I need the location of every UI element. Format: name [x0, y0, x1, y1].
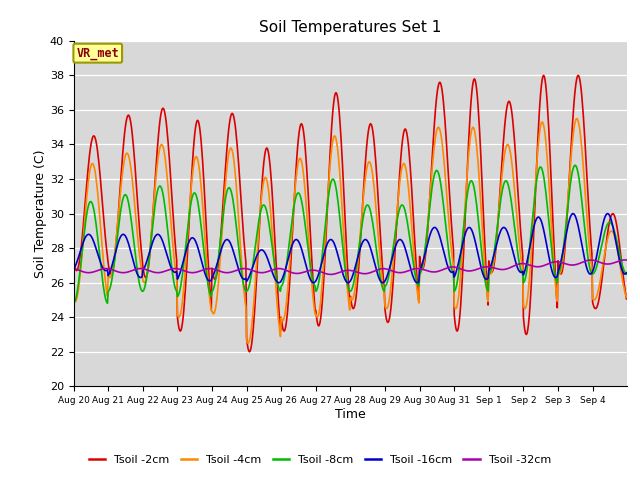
- Y-axis label: Soil Temperature (C): Soil Temperature (C): [34, 149, 47, 278]
- Legend: Tsoil -2cm, Tsoil -4cm, Tsoil -8cm, Tsoil -16cm, Tsoil -32cm: Tsoil -2cm, Tsoil -4cm, Tsoil -8cm, Tsoi…: [84, 451, 556, 469]
- Text: VR_met: VR_met: [76, 47, 119, 60]
- Title: Soil Temperatures Set 1: Soil Temperatures Set 1: [259, 21, 442, 36]
- X-axis label: Time: Time: [335, 408, 366, 421]
